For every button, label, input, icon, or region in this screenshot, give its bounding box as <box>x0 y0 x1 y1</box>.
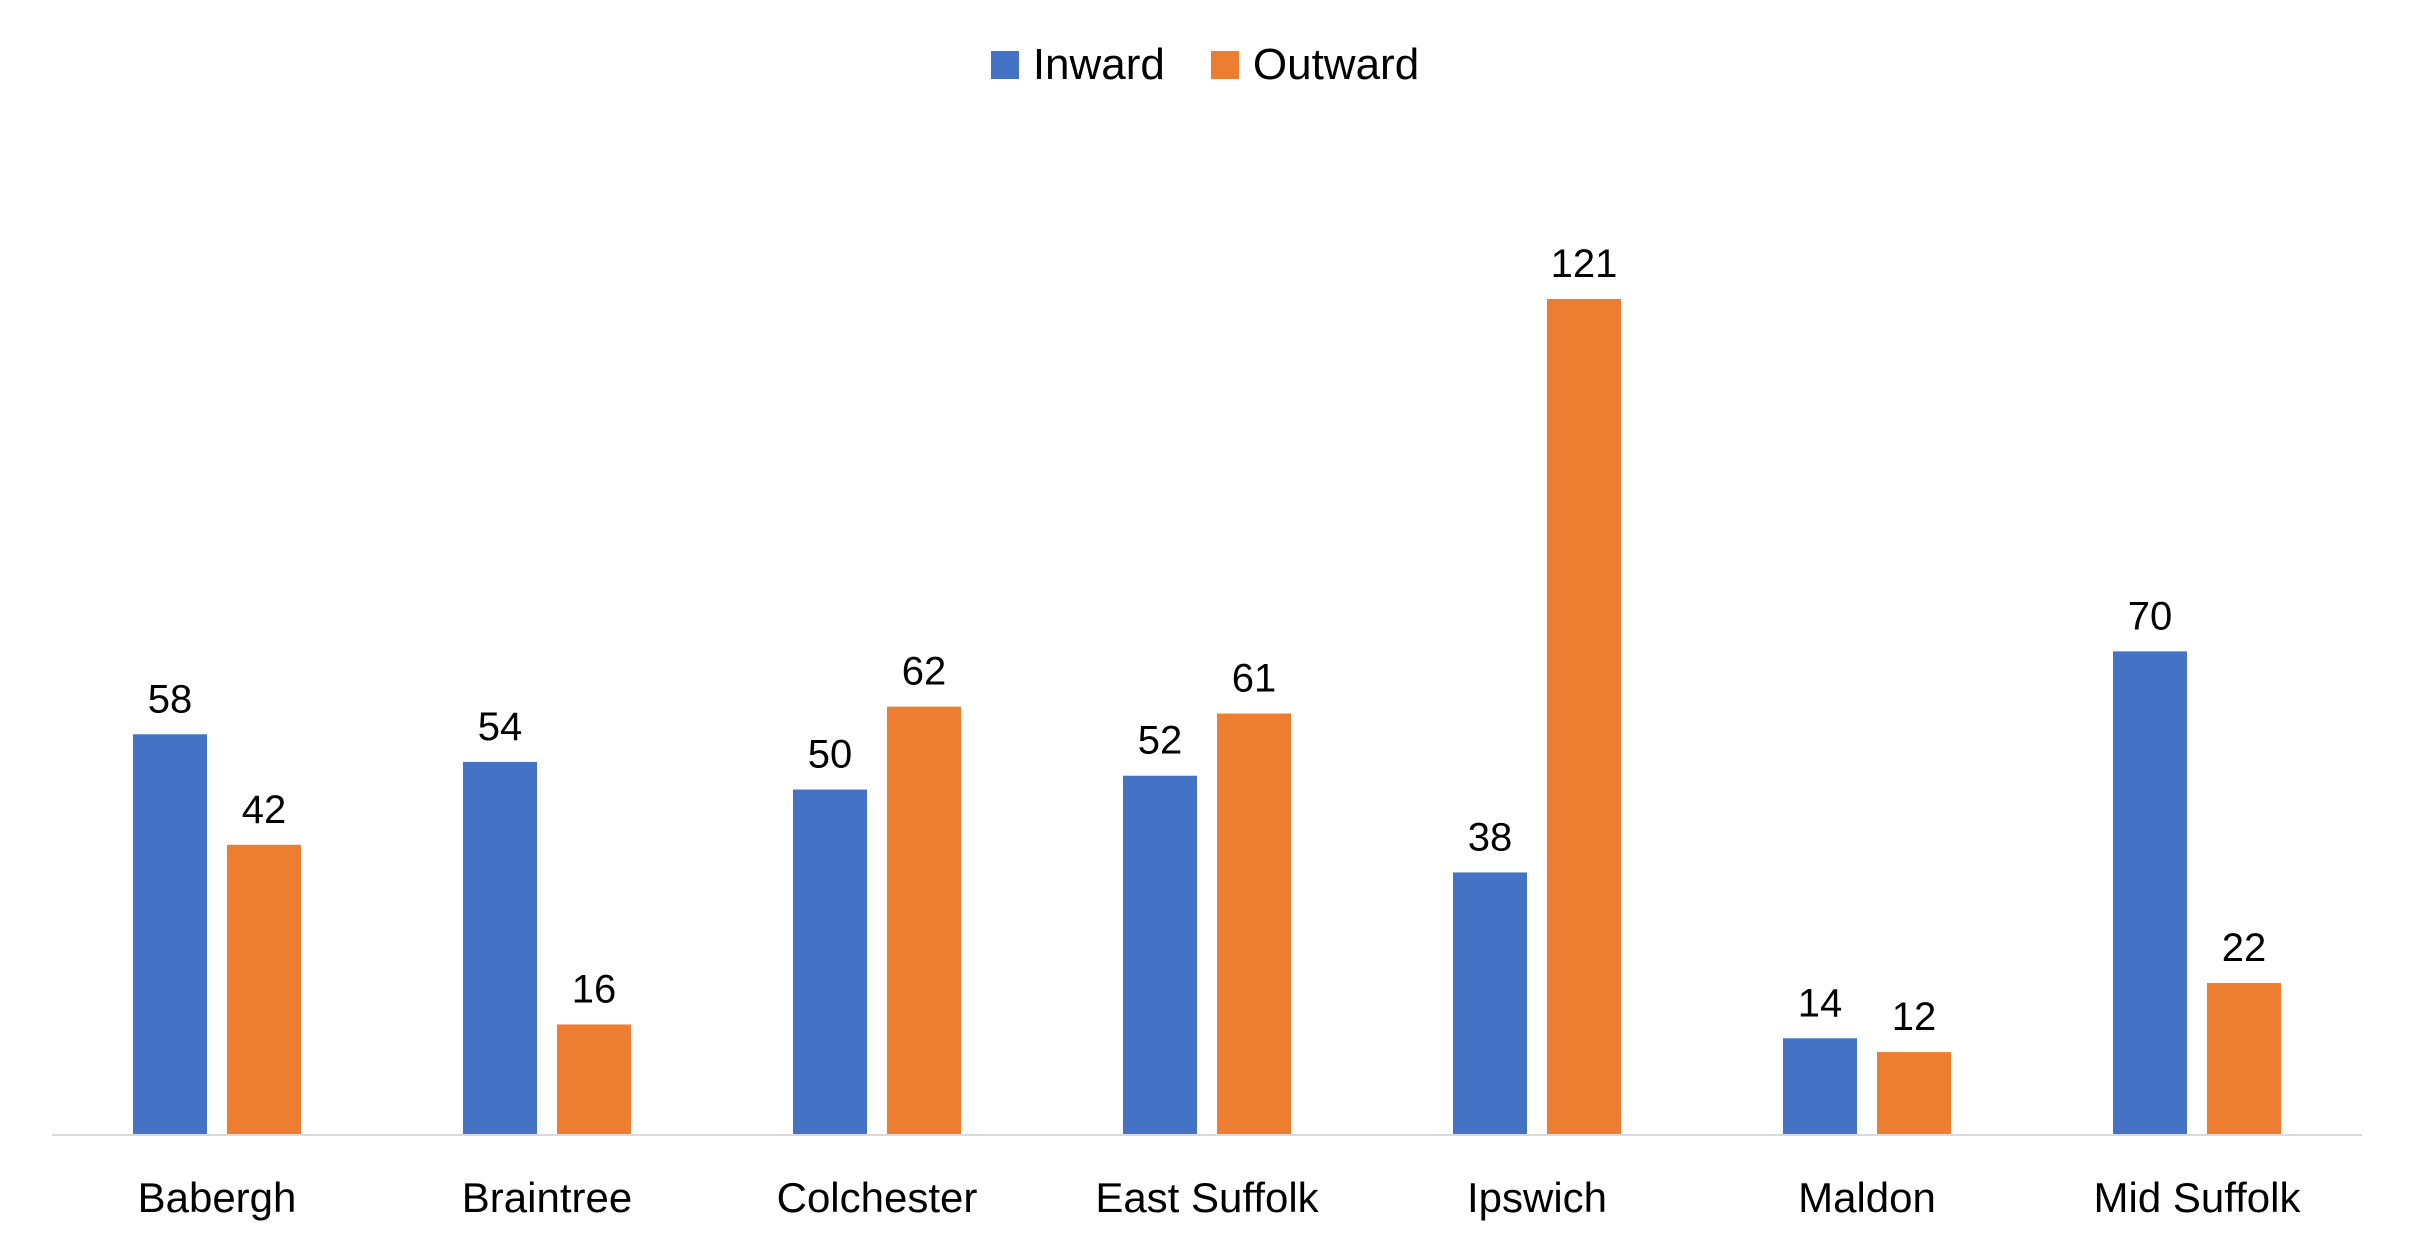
x-tick-label-babergh: Babergh <box>138 1174 297 1221</box>
legend-swatch-outward <box>1210 51 1239 79</box>
bar-inward-mid-suffolk <box>2113 651 2187 1135</box>
bar-outward-babergh <box>227 844 301 1135</box>
x-tick-label-colchester: Colchester <box>777 1174 978 1221</box>
data-label-inward-colchester: 50 <box>808 733 853 777</box>
bar-inward-braintree <box>463 761 537 1135</box>
legend-item-outward: Outward <box>1210 40 1420 90</box>
legend-label-inward: Inward <box>1032 40 1165 89</box>
bar-outward-colchester <box>887 706 961 1135</box>
legend-label-outward: Outward <box>1252 40 1420 89</box>
data-label-outward-colchester: 62 <box>902 650 947 694</box>
bar-outward-ipswich <box>1547 299 1621 1135</box>
x-tick-label-ipswich: Ipswich <box>1467 1174 1607 1221</box>
data-label-inward-babergh: 58 <box>148 677 193 721</box>
data-label-outward-babergh: 42 <box>242 788 287 832</box>
data-label-outward-maldon: 12 <box>1892 995 1937 1039</box>
bar-outward-east-suffolk <box>1217 713 1291 1135</box>
legend-swatch-inward <box>990 51 1019 79</box>
data-label-inward-mid-suffolk: 70 <box>2128 594 2173 638</box>
bar-inward-maldon <box>1783 1038 1857 1135</box>
bar-outward-mid-suffolk <box>2207 983 2281 1135</box>
data-label-inward-braintree: 54 <box>478 705 523 749</box>
x-tick-label-braintree: Braintree <box>462 1174 632 1221</box>
bar-inward-ipswich <box>1453 872 1527 1135</box>
data-label-outward-braintree: 16 <box>572 967 617 1011</box>
bar-inward-colchester <box>793 789 867 1135</box>
data-label-outward-east-suffolk: 61 <box>1232 657 1277 701</box>
data-label-outward-ipswich: 121 <box>1551 242 1618 286</box>
bar-inward-babergh <box>133 734 207 1135</box>
bar-outward-maldon <box>1877 1052 1951 1135</box>
bar-inward-east-suffolk <box>1123 775 1197 1135</box>
legend-item-inward: Inward <box>990 40 1165 90</box>
data-label-outward-mid-suffolk: 22 <box>2222 926 2267 970</box>
x-tick-label-mid-suffolk: Mid Suffolk <box>2094 1174 2302 1221</box>
data-label-inward-ipswich: 38 <box>1468 815 1513 859</box>
chart-legend: Inward Outward <box>0 40 2410 90</box>
data-label-inward-maldon: 14 <box>1798 981 1843 1025</box>
data-label-inward-east-suffolk: 52 <box>1138 719 1183 763</box>
x-tick-label-east-suffolk: East Suffolk <box>1095 1174 1319 1221</box>
bar-outward-braintree <box>557 1024 631 1135</box>
x-tick-label-maldon: Maldon <box>1798 1174 1936 1221</box>
